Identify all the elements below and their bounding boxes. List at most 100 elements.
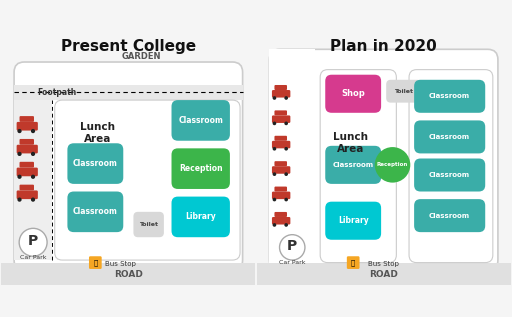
Text: Footpath: Footpath (37, 88, 77, 97)
Circle shape (272, 147, 276, 151)
Text: Classroom: Classroom (429, 213, 470, 219)
Text: Bus Stop: Bus Stop (105, 262, 136, 267)
FancyBboxPatch shape (16, 122, 38, 131)
Text: P: P (28, 234, 38, 248)
FancyBboxPatch shape (274, 85, 287, 90)
Circle shape (284, 147, 288, 151)
Text: Present College: Present College (61, 39, 196, 54)
FancyBboxPatch shape (274, 110, 287, 115)
Circle shape (272, 121, 276, 125)
Text: Bus Stop: Bus Stop (368, 262, 399, 267)
Text: Lunch
Area: Lunch Area (80, 122, 115, 144)
FancyBboxPatch shape (19, 116, 34, 122)
FancyBboxPatch shape (19, 185, 34, 191)
Text: Reception: Reception (377, 162, 408, 167)
Bar (269, 49, 315, 262)
FancyBboxPatch shape (269, 49, 498, 270)
Text: Toilet: Toilet (394, 89, 414, 94)
Text: Classroom: Classroom (429, 134, 470, 140)
FancyBboxPatch shape (272, 90, 290, 98)
Circle shape (284, 223, 288, 227)
Text: Classroom: Classroom (73, 159, 118, 168)
Bar (14, 85, 243, 100)
Circle shape (17, 152, 22, 156)
Circle shape (31, 175, 35, 179)
FancyBboxPatch shape (274, 136, 287, 141)
FancyBboxPatch shape (325, 202, 381, 240)
Text: Classroom: Classroom (178, 116, 223, 125)
Circle shape (272, 172, 276, 176)
Text: ROAD: ROAD (114, 269, 143, 279)
Circle shape (272, 223, 276, 227)
Text: Plan in 2020: Plan in 2020 (330, 39, 437, 54)
FancyBboxPatch shape (272, 141, 290, 148)
Text: GARDEN: GARDEN (121, 52, 161, 61)
Circle shape (284, 121, 288, 125)
Circle shape (272, 198, 276, 201)
Circle shape (17, 129, 22, 133)
FancyBboxPatch shape (16, 191, 38, 199)
FancyBboxPatch shape (134, 212, 164, 237)
FancyBboxPatch shape (274, 161, 287, 166)
FancyBboxPatch shape (272, 115, 290, 123)
Text: 🚌: 🚌 (93, 259, 97, 266)
FancyBboxPatch shape (414, 80, 485, 113)
Circle shape (284, 96, 288, 100)
Text: Shop: Shop (342, 89, 365, 98)
Circle shape (31, 129, 35, 133)
Text: Lunch
Area: Lunch Area (333, 133, 368, 154)
Text: Car Park: Car Park (20, 255, 47, 260)
Text: Reception: Reception (179, 164, 223, 173)
Circle shape (284, 198, 288, 201)
FancyBboxPatch shape (14, 62, 243, 270)
FancyBboxPatch shape (409, 70, 493, 262)
FancyBboxPatch shape (274, 187, 287, 191)
Circle shape (272, 96, 276, 100)
FancyBboxPatch shape (274, 212, 287, 217)
Text: Car Park: Car Park (279, 260, 306, 265)
FancyBboxPatch shape (68, 143, 123, 184)
Text: P: P (287, 239, 297, 253)
FancyBboxPatch shape (19, 139, 34, 145)
Text: Library: Library (338, 216, 369, 225)
FancyBboxPatch shape (325, 146, 381, 184)
FancyBboxPatch shape (272, 217, 290, 224)
Text: Toilet: Toilet (139, 222, 158, 227)
FancyBboxPatch shape (55, 100, 240, 260)
FancyBboxPatch shape (89, 256, 102, 269)
Text: Classroom: Classroom (73, 207, 118, 216)
FancyBboxPatch shape (16, 168, 38, 176)
Circle shape (31, 152, 35, 156)
Circle shape (31, 197, 35, 202)
Circle shape (375, 147, 410, 183)
FancyBboxPatch shape (414, 120, 485, 153)
Text: ROAD: ROAD (369, 269, 398, 279)
Circle shape (284, 172, 288, 176)
FancyBboxPatch shape (19, 162, 34, 168)
FancyBboxPatch shape (347, 256, 359, 269)
Bar (257, 262, 510, 285)
FancyBboxPatch shape (272, 166, 290, 174)
FancyBboxPatch shape (414, 158, 485, 191)
FancyBboxPatch shape (272, 191, 290, 199)
FancyBboxPatch shape (320, 70, 396, 262)
Circle shape (17, 197, 22, 202)
FancyBboxPatch shape (16, 145, 38, 153)
FancyBboxPatch shape (68, 191, 123, 232)
Bar (2, 262, 255, 285)
FancyBboxPatch shape (386, 80, 422, 103)
Circle shape (280, 235, 305, 260)
Text: Library: Library (185, 212, 216, 221)
Text: Classroom: Classroom (429, 172, 470, 178)
FancyBboxPatch shape (172, 197, 230, 237)
FancyBboxPatch shape (172, 148, 230, 189)
FancyBboxPatch shape (325, 75, 381, 113)
Text: Classroom: Classroom (333, 162, 374, 168)
Text: Classroom: Classroom (429, 93, 470, 99)
Circle shape (17, 175, 22, 179)
Circle shape (19, 228, 47, 256)
FancyBboxPatch shape (414, 199, 485, 232)
Text: 🚌: 🚌 (351, 259, 355, 266)
Bar (14, 100, 52, 260)
FancyBboxPatch shape (172, 100, 230, 141)
